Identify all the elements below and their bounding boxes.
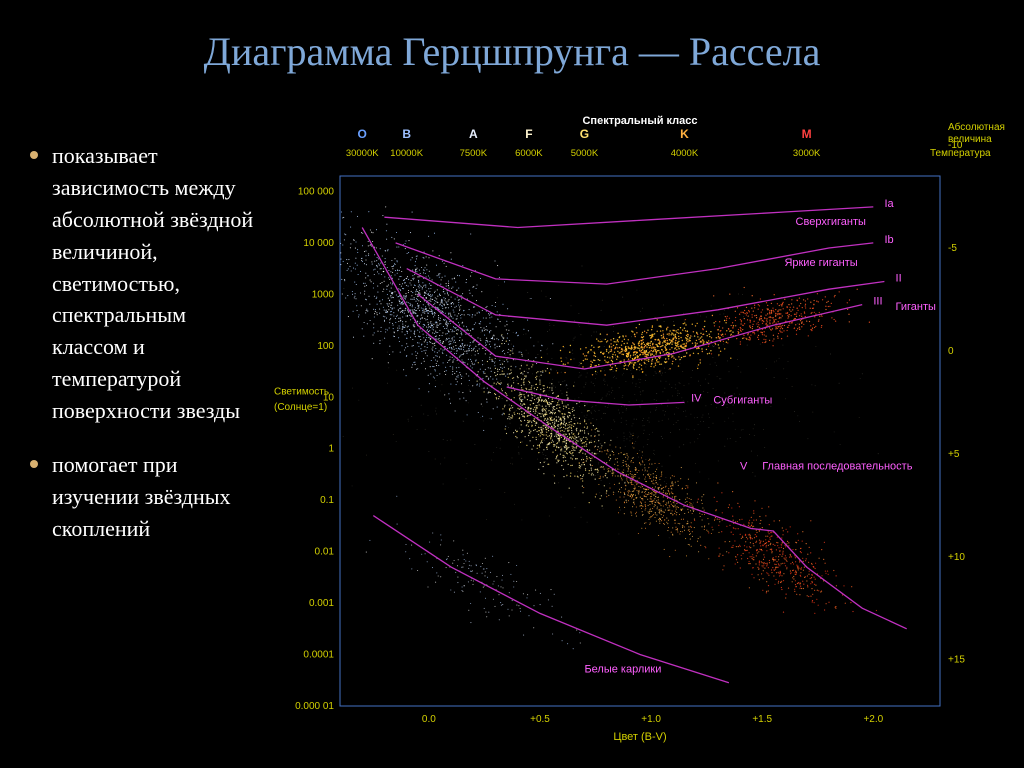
- x-tick: +0.5: [530, 714, 550, 725]
- absmag-tick: +10: [948, 552, 965, 563]
- absmag-axis-title: Абсолютная: [948, 121, 1005, 133]
- y-tick: 1000: [312, 289, 335, 300]
- spectral-class-label: A: [469, 127, 478, 141]
- x-tick: 0.0: [422, 714, 436, 725]
- x-tick: +2.0: [863, 714, 883, 725]
- luminosity-axis-title: (Солнце=1): [274, 402, 327, 413]
- curve-caption: Сверхгиганты: [796, 216, 866, 228]
- temperature-label: 3000K: [793, 148, 821, 159]
- spectral-class-label: M: [802, 127, 812, 141]
- y-tick: 0.001: [309, 598, 334, 609]
- y-tick: 0.000 01: [295, 701, 334, 712]
- curve-label: Ib: [884, 234, 893, 246]
- curve-caption: Гиганты: [896, 301, 936, 313]
- curve-label: V: [740, 460, 748, 472]
- color-axis-title: Цвет (B-V): [613, 731, 666, 743]
- x-tick: +1.0: [641, 714, 661, 725]
- bullet-item: показывает зависимость между абсолютной …: [30, 140, 260, 427]
- hr-diagram: IaСверхгигантыIbЯркие гигантыIIIIIГигант…: [270, 110, 1010, 750]
- y-tick: 1: [328, 444, 334, 455]
- absmag-tick: 0: [948, 346, 954, 357]
- y-tick: 100: [317, 341, 334, 352]
- curve-label: III: [873, 296, 882, 308]
- page-title: Диаграмма Герцшпрунга — Рассела: [0, 28, 1024, 75]
- y-tick: 10 000: [303, 238, 334, 249]
- absmag-tick: +5: [948, 449, 960, 460]
- curve-label: IV: [691, 392, 702, 404]
- absmag-tick: +15: [948, 655, 965, 666]
- temperature-axis-label: Температура: [930, 148, 991, 159]
- curve-caption: Яркие гиганты: [784, 257, 857, 269]
- absmag-tick: -5: [948, 243, 957, 254]
- luminosity-axis-title: Светимость: [274, 387, 329, 398]
- bullet-item: помогает при изучении звёздных скоплений: [30, 449, 260, 545]
- spectral-class-label: G: [580, 127, 589, 141]
- curve-label: II: [896, 272, 902, 284]
- curve-caption: Субгиганты: [713, 394, 772, 406]
- y-tick: 100 000: [298, 186, 335, 197]
- curve-caption: Белые карлики: [584, 664, 661, 676]
- spectral-class-axis-title: Спектральный класс: [582, 115, 697, 127]
- curve-label: Ia: [884, 198, 894, 210]
- y-tick: 0.0001: [303, 650, 334, 661]
- temperature-label: 4000K: [671, 148, 699, 159]
- curve-caption: Главная последовательность: [762, 460, 912, 472]
- y-tick: 0.1: [320, 495, 334, 506]
- temperature-label: 6000K: [515, 148, 543, 159]
- bullet-list: показывает зависимость между абсолютной …: [30, 140, 260, 567]
- absmag-axis-title: величина: [948, 134, 992, 145]
- temperature-label: 5000K: [571, 148, 599, 159]
- temperature-label: 7500K: [460, 148, 488, 159]
- spectral-class-label: O: [358, 127, 367, 141]
- temperature-label: 10000K: [390, 148, 423, 159]
- temperature-label: 30000K: [346, 148, 379, 159]
- x-tick: +1.5: [752, 714, 772, 725]
- spectral-class-label: B: [402, 127, 411, 141]
- spectral-class-label: K: [680, 127, 689, 141]
- spectral-class-label: F: [525, 127, 532, 141]
- y-tick: 0.01: [315, 547, 335, 558]
